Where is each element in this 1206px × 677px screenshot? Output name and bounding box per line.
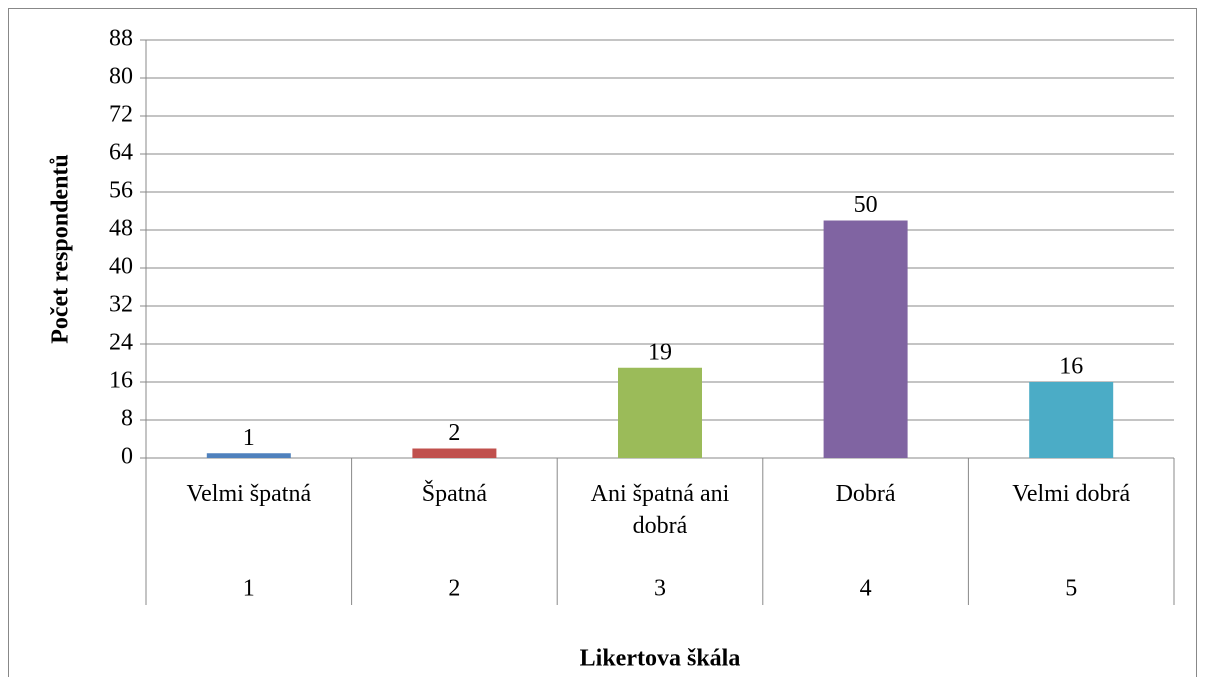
y-tick-label: 8	[121, 406, 133, 432]
y-tick-label: 0	[121, 444, 133, 470]
y-tick-label: 72	[109, 102, 133, 128]
y-tick-label: 48	[109, 216, 133, 242]
bar	[618, 367, 702, 458]
y-tick-label: 64	[109, 140, 133, 166]
y-tick-label: 24	[109, 330, 133, 356]
data-label: 2	[448, 420, 460, 446]
data-label: 16	[1059, 354, 1083, 380]
y-axis-title: Počet respondentů	[48, 154, 74, 344]
y-tick-label: 56	[109, 178, 133, 204]
bar	[1029, 382, 1114, 458]
x-tick-number: 4	[860, 576, 872, 602]
bar	[412, 448, 497, 458]
x-tick-label: Velmi dobrá	[1012, 481, 1131, 507]
x-tick-number: 1	[243, 576, 255, 602]
x-tick-label: Špatná	[421, 481, 488, 507]
chart-border	[8, 8, 1197, 677]
x-tick-number: 2	[448, 576, 460, 602]
x-tick-label: Dobrá	[835, 481, 896, 507]
bar	[206, 453, 291, 458]
bar	[823, 220, 908, 458]
data-label: 1	[243, 425, 255, 451]
y-tick-label: 80	[109, 64, 133, 90]
x-tick-label: Ani špatná ani dobrá	[590, 481, 730, 539]
y-tick-label: 88	[109, 26, 133, 52]
x-tick-label: Velmi špatná	[186, 481, 312, 507]
y-tick-label: 40	[109, 254, 133, 280]
y-tick-label: 16	[109, 368, 133, 394]
y-tick-label: 32	[109, 292, 133, 318]
data-label: 50	[854, 192, 878, 218]
data-label: 19	[648, 339, 672, 365]
x-tick-number: 5	[1065, 576, 1077, 602]
x-axis-title: Likertova škála	[580, 646, 741, 672]
x-tick-number: 3	[654, 576, 666, 602]
